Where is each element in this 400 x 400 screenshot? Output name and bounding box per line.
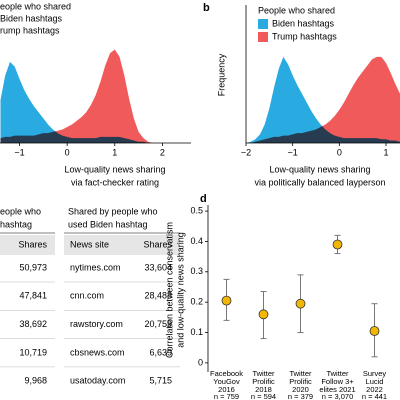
x-tick-label: Twitter bbox=[289, 369, 312, 378]
legend-label: Trump hashtags bbox=[272, 31, 337, 41]
x-tick-label: Follow 3+ bbox=[321, 377, 354, 386]
sample-size: n = 441 bbox=[362, 392, 387, 400]
x-tick-label: 0 bbox=[337, 147, 342, 157]
x-tick-label: 2018 bbox=[255, 385, 272, 394]
panel-label: d bbox=[200, 193, 207, 205]
legend-label: Biden hashtags bbox=[0, 13, 63, 23]
table-cell: cnn.com bbox=[70, 291, 104, 301]
x-tick-label: 1 bbox=[112, 147, 117, 157]
table-cell: 47,841 bbox=[19, 291, 47, 301]
x-tick-label: Twitter bbox=[326, 369, 349, 378]
table-column: Shares bbox=[18, 239, 47, 249]
legend-label: Biden hashtags bbox=[272, 18, 335, 28]
x-tick-label: −2 bbox=[241, 147, 251, 157]
x-tick-label: YouGov bbox=[213, 377, 240, 386]
y-axis-label: and low-quality news sharing bbox=[175, 232, 185, 348]
table-cell: 9,968 bbox=[24, 376, 47, 386]
x-tick-label: 2 bbox=[160, 147, 165, 157]
x-tick-label: Survey bbox=[363, 369, 387, 378]
y-tick-label: 0.4 bbox=[190, 236, 203, 246]
point bbox=[258, 309, 269, 320]
x-tick-label: 2022 bbox=[366, 385, 383, 394]
legend-title: People who shared bbox=[258, 5, 335, 15]
x-tick-label: 0 bbox=[65, 147, 70, 157]
table-cell: rawstory.com bbox=[70, 319, 123, 329]
table-cell: 38,692 bbox=[19, 319, 47, 329]
table-cell: nytimes.com bbox=[70, 262, 121, 272]
point bbox=[332, 239, 343, 250]
table-column: Shares bbox=[143, 239, 172, 249]
legend-title: eople who shared bbox=[0, 1, 71, 11]
sample-size: n = 379 bbox=[288, 392, 313, 400]
y-tick-label: 0.2 bbox=[190, 297, 203, 307]
table-cell: usatoday.com bbox=[70, 376, 125, 386]
table-cell: 10,719 bbox=[19, 347, 47, 357]
x-tick-label: 1 bbox=[383, 147, 388, 157]
x-tick-label: −1 bbox=[14, 147, 24, 157]
x-tick-label: Prolific bbox=[252, 377, 275, 386]
x-axis-label: Low-quality news sharing bbox=[269, 164, 370, 174]
density-area bbox=[0, 49, 172, 143]
table-header-band bbox=[0, 235, 55, 255]
sample-size: n = 3,070 bbox=[322, 392, 354, 400]
x-tick-label: 2016 bbox=[218, 385, 235, 394]
table-header: hashtag bbox=[0, 219, 32, 229]
x-tick-label: Facebook bbox=[210, 369, 243, 378]
table-header-band bbox=[64, 235, 180, 255]
y-axis-label: Correlation between conservatism bbox=[164, 222, 174, 358]
y-tick-label: 0.5 bbox=[190, 205, 203, 215]
table-cell: cbsnews.com bbox=[70, 347, 125, 357]
x-tick-label: elites 2021 bbox=[319, 385, 355, 394]
density-area bbox=[0, 61, 172, 143]
table-cell: 5,715 bbox=[149, 376, 172, 386]
point bbox=[221, 295, 232, 306]
legend-swatch bbox=[258, 19, 268, 29]
table-cell: 28,488 bbox=[144, 291, 172, 301]
density-area bbox=[246, 56, 400, 143]
x-tick-label: Twitter bbox=[252, 369, 275, 378]
table-header: eople who bbox=[0, 206, 41, 216]
legend-label: rump hashtags bbox=[0, 25, 60, 35]
table-cell: 6,639 bbox=[149, 347, 172, 357]
table-header: used Biden hashtag bbox=[68, 219, 148, 229]
panel-label: b bbox=[203, 2, 210, 14]
table-cell: 20,759 bbox=[144, 319, 172, 329]
table-column: News site bbox=[70, 239, 109, 249]
point bbox=[295, 298, 306, 309]
legend-swatch bbox=[258, 32, 268, 42]
x-tick-label: 2020 bbox=[292, 385, 309, 394]
y-tick-label: 0.1 bbox=[190, 327, 203, 337]
y-tick-label: 0.3 bbox=[190, 266, 203, 276]
density-area bbox=[246, 56, 400, 143]
x-axis-label: via fact-checker rating bbox=[71, 177, 159, 187]
x-tick-label: Lucid bbox=[366, 377, 384, 386]
x-axis-label: Low-quality news sharing bbox=[64, 164, 165, 174]
sample-size: n = 759 bbox=[214, 392, 239, 400]
table-cell: 50,973 bbox=[19, 262, 47, 272]
x-tick-label: Prolific bbox=[289, 377, 312, 386]
table-cell: 33,604 bbox=[144, 262, 172, 272]
sample-size: n = 594 bbox=[251, 392, 276, 400]
table-header: Shared by people who bbox=[68, 206, 158, 216]
y-axis-label: Frequency bbox=[216, 53, 226, 96]
x-tick-label: −1 bbox=[288, 147, 298, 157]
point bbox=[369, 326, 380, 336]
y-tick-label: 0 bbox=[198, 357, 203, 367]
x-axis-label: via politically balanced layperson bbox=[254, 177, 385, 187]
